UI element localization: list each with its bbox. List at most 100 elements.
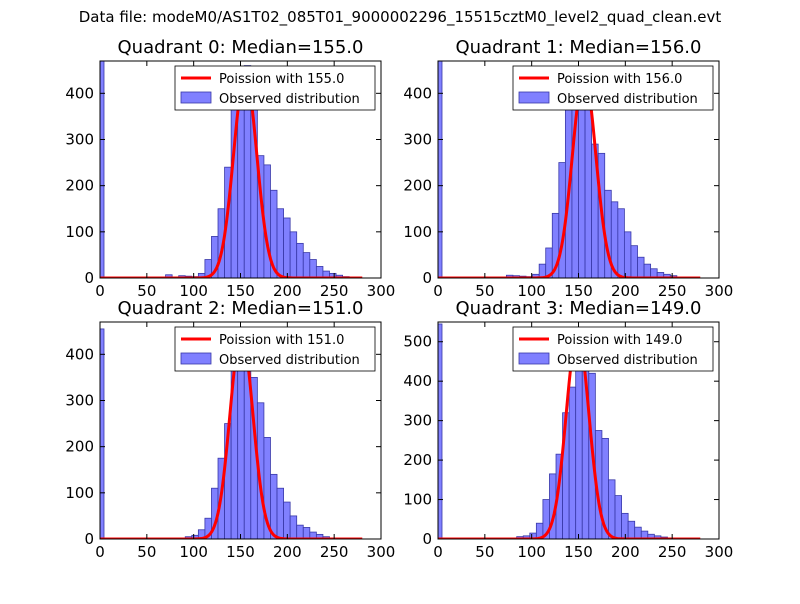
quadrant-1-edge-bar bbox=[438, 61, 443, 278]
quadrant-2-xtick-label: 50 bbox=[137, 543, 156, 561]
quadrant-2-xtick-label: 200 bbox=[273, 543, 302, 561]
quadrant-3-ytick-label: 300 bbox=[403, 412, 432, 430]
quadrant-2-poisson-curve bbox=[100, 332, 363, 539]
quadrant-1-xtick-label: 150 bbox=[564, 282, 593, 300]
quadrant-0-bar bbox=[315, 266, 324, 278]
quadrant-0-bar bbox=[289, 231, 298, 278]
quadrant-0-ytick-label: 400 bbox=[65, 84, 94, 102]
quadrant-0-plot-layer bbox=[100, 61, 363, 278]
quadrant-3-ytick-label: 0 bbox=[422, 530, 432, 548]
quadrant-2-ytick-label: 200 bbox=[65, 438, 94, 456]
quadrant-2-title: Quadrant 2: Median=151.0 bbox=[118, 298, 364, 319]
quadrant-2-bar bbox=[302, 527, 311, 539]
quadrant-3-ytick-label: 200 bbox=[403, 451, 432, 469]
quadrant-3-bar bbox=[634, 526, 642, 539]
quadrant-0-bar bbox=[165, 274, 173, 278]
quadrant-2-xtick-label: 0 bbox=[95, 543, 105, 561]
quadrant-2-ytick-label: 400 bbox=[65, 345, 94, 363]
quadrant-3-ytick-label: 400 bbox=[403, 372, 432, 390]
quadrant-3-bar bbox=[627, 520, 636, 539]
quadrant-1-xtick-label: 250 bbox=[658, 282, 687, 300]
quadrant-1-bar bbox=[617, 208, 625, 278]
quadrant-2-bar bbox=[283, 501, 291, 539]
quadrant-2-legend-line-label: Poission with 151.0 bbox=[219, 333, 344, 348]
quadrant-3-xtick-label: 0 bbox=[433, 543, 443, 561]
quadrant-0-ytick-label: 100 bbox=[65, 223, 94, 241]
quadrant-3-xtick-label: 150 bbox=[564, 543, 593, 561]
quadrant-2-plot-layer bbox=[100, 328, 363, 539]
quadrant-2-legend: Poission with 151.0 Observed distribution bbox=[174, 326, 376, 372]
quadrant-0-xtick-label: 150 bbox=[226, 282, 255, 300]
figure-title: Data file: modeM0/AS1T02_085T01_90000022… bbox=[78, 8, 722, 26]
quadrant-3-legend: Poission with 149.0 Observed distribution bbox=[512, 326, 714, 372]
quadrant-1-legend-bar-swatch bbox=[518, 91, 550, 104]
quadrant-0-edge-bar bbox=[100, 61, 105, 278]
quadrant-2-bar bbox=[237, 344, 245, 539]
quadrant-0-legend-bar-label: Observed distribution bbox=[219, 92, 360, 107]
quadrant-0-xtick-label: 200 bbox=[273, 282, 302, 300]
quadrant-2-legend-bar-swatch bbox=[180, 352, 212, 365]
quadrant-2-panel: Quadrant 2: Median=151.0 0 50 100 150 200 250 3… bbox=[65, 298, 395, 561]
quadrant-0-xtick-label: 300 bbox=[367, 282, 396, 300]
quadrant-2-xtick-label: 300 bbox=[367, 543, 396, 561]
quadrant-0-poisson-curve bbox=[100, 73, 363, 278]
quadrant-1-bar bbox=[637, 256, 645, 278]
quadrant-1-xtick-label: 50 bbox=[475, 282, 494, 300]
quadrant-1-panel: Quadrant 1: Median=156.0 0 50 100 150 200 250 3… bbox=[403, 37, 733, 300]
quadrant-0-title: Quadrant 0: Median=155.0 bbox=[118, 37, 364, 58]
quadrant-0-legend-bar-swatch bbox=[180, 91, 212, 104]
quadrant-1-xtick-label: 300 bbox=[705, 282, 734, 300]
quadrant-0-xtick-label: 0 bbox=[95, 282, 105, 300]
quadrant-0-legend: Poission with 155.0 Observed distribution bbox=[174, 65, 376, 111]
quadrant-0-xtick-label: 100 bbox=[179, 282, 208, 300]
quadrant-1-ytick-label: 0 bbox=[422, 269, 432, 287]
quadrant-3-poisson-curve bbox=[438, 332, 701, 539]
quadrant-3-xtick-label: 50 bbox=[475, 543, 494, 561]
quadrant-2-bar bbox=[296, 524, 304, 539]
quadrant-0-ytick-label: 200 bbox=[65, 177, 94, 195]
quadrant-2-edge-bar bbox=[100, 328, 105, 539]
quadrant-1-ytick-label: 100 bbox=[403, 223, 432, 241]
quadrant-2-bar bbox=[289, 515, 298, 539]
quadrant-3-bar bbox=[608, 479, 616, 539]
quadrant-0-ytick-label: 0 bbox=[84, 269, 94, 287]
quadrant-1-ytick-label: 300 bbox=[403, 130, 432, 148]
quadrant-1-xtick-label: 0 bbox=[433, 282, 443, 300]
quadrant-3-ytick-label: 500 bbox=[403, 333, 432, 351]
quadrant-1-xtick-label: 200 bbox=[611, 282, 640, 300]
quadrant-3-edge-bar bbox=[438, 323, 443, 539]
quadrant-3-bar bbox=[614, 495, 622, 539]
quadrant-1-ytick-label: 400 bbox=[403, 84, 432, 102]
quadrant-0-bar bbox=[302, 252, 311, 278]
quadrant-2-xtick-label: 150 bbox=[226, 543, 255, 561]
quadrant-1-xtick-label: 100 bbox=[517, 282, 546, 300]
quadrant-1-bar bbox=[623, 231, 632, 278]
quadrant-1-ytick-label: 200 bbox=[403, 177, 432, 195]
quadrant-0-xtick-label: 250 bbox=[320, 282, 349, 300]
quadrant-2-ytick-label: 300 bbox=[65, 391, 94, 409]
quadrant-2-xtick-label: 250 bbox=[320, 543, 349, 561]
quadrant-3-xtick-label: 200 bbox=[611, 543, 640, 561]
quadrant-2-xtick-label: 100 bbox=[179, 543, 208, 561]
quadrant-0-bar bbox=[296, 242, 304, 278]
quadrant-1-bar bbox=[643, 263, 652, 278]
quadrant-1-legend-line-label: Poission with 156.0 bbox=[557, 72, 682, 87]
quadrant-3-xtick-label: 100 bbox=[517, 543, 546, 561]
quadrant-3-legend-bar-label: Observed distribution bbox=[557, 353, 698, 368]
quadrant-3-xtick-label: 250 bbox=[658, 543, 687, 561]
quadrant-3-xtick-label: 300 bbox=[705, 543, 734, 561]
quadrant-3-panel: Quadrant 3: Median=149.0 0 50 100 150 200 250 3… bbox=[403, 298, 733, 561]
quadrant-0-panel: Quadrant 0: Median=155.0 0 50 100 150 200 250 3… bbox=[65, 37, 395, 300]
quadrant-2-ytick-label: 0 bbox=[84, 530, 94, 548]
quadrant-2-legend-bar-label: Observed distribution bbox=[219, 353, 360, 368]
quadrant-0-bar bbox=[283, 217, 291, 278]
quadrant-0-bar bbox=[276, 208, 284, 278]
quadrant-1-plot-layer bbox=[438, 61, 701, 278]
quadrant-1-bar bbox=[630, 245, 638, 278]
quadrant-3-legend-line-label: Poission with 149.0 bbox=[557, 333, 682, 348]
quadrant-3-legend-bar-swatch bbox=[518, 352, 550, 365]
quadrant-1-title: Quadrant 1: Median=156.0 bbox=[456, 37, 702, 58]
quadrant-2-bar bbox=[276, 487, 284, 539]
